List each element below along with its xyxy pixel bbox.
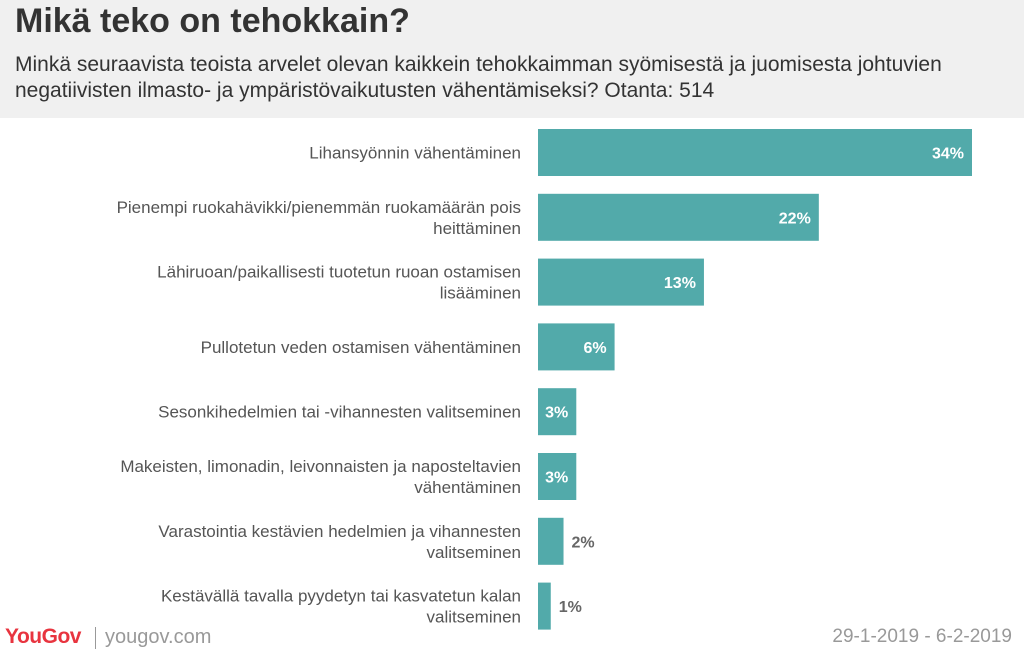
bar-group: 13% Lähiruoan/paikallisesti tuotetun ruoa… — [157, 258, 704, 306]
yougov-logo[interactable]: YouGov — [5, 625, 81, 648]
category-label: Lähiruoan/paikallisesti tuotetun ruoan o… — [157, 263, 521, 303]
footer-date-range: 29-1-2019 - 6-2-2019 — [832, 626, 1012, 647]
category-label-line: Lihansyönnin vähentäminen — [309, 144, 521, 163]
bar — [538, 129, 972, 176]
value-label: 3% — [545, 405, 568, 422]
value-label: 22% — [779, 210, 811, 227]
footer-divider — [95, 627, 96, 649]
bar — [538, 517, 564, 565]
category-label-line: vähentäminen — [414, 478, 521, 497]
category-label: Varastointia kestävien hedelmien ja viha… — [158, 522, 521, 562]
bar — [538, 388, 577, 436]
bar-group: 3% Sesonkihedelmien tai -vihannesten vali… — [158, 388, 577, 436]
category-label-line: Pullotetun veden ostamisen vähentäminen — [201, 338, 521, 357]
value-label: 1% — [559, 599, 582, 616]
bar — [538, 453, 577, 500]
category-label: Pullotetun veden ostamisen vähentäminen — [201, 338, 521, 357]
chart-subtitle: Minkä seuraavista teoista arvelet olevan… — [15, 53, 942, 102]
category-label: Makeisten, limonadin, leivonnaisten ja n… — [120, 457, 521, 497]
bar — [538, 258, 704, 306]
chart-title: Mikä teko on tehokkain? — [15, 2, 410, 40]
bar-group: 6% Pullotetun veden ostamisen vähentämine… — [201, 323, 615, 371]
category-label-line: Sesonkihedelmien tai -vihannesten valits… — [158, 403, 521, 422]
value-label: 34% — [932, 146, 964, 163]
category-label: Sesonkihedelmien tai -vihannesten valits… — [158, 403, 521, 422]
bar-group: 34% Lihansyönnin vähentäminen — [309, 129, 972, 176]
header: Mikä teko on tehokkain? Minkä seuraavist… — [0, 0, 1024, 118]
footer-url[interactable]: yougov.com — [105, 626, 212, 648]
category-label-line: heittäminen — [433, 219, 521, 238]
value-label: 2% — [572, 534, 595, 551]
bar — [538, 323, 615, 371]
category-label-line: lisääminen — [440, 284, 521, 303]
bar — [538, 582, 551, 630]
value-label: 3% — [545, 470, 568, 487]
category-label-line: Makeisten, limonadin, leivonnaisten ja n… — [120, 457, 521, 476]
category-label-line: valitseminen — [427, 608, 522, 627]
category-label: Pienempi ruokahävikki/pienemmän ruokamää… — [117, 198, 521, 238]
category-label-line: valitseminen — [427, 543, 522, 562]
category-label-line: Varastointia kestävien hedelmien ja viha… — [158, 522, 521, 541]
category-label: Kestävällä tavalla pyydetyn tai kasvatet… — [161, 587, 521, 627]
bar-group: 2% Varastointia kestävien hedelmien ja vi… — [158, 517, 595, 565]
bar-group: 22% Pienempi ruokahävikki/pienemmän ruoka… — [117, 193, 819, 241]
value-label: 13% — [664, 275, 696, 292]
category-label-line: Lähiruoan/paikallisesti tuotetun ruoan o… — [157, 263, 521, 282]
value-label: 6% — [583, 340, 606, 357]
category-label-line: Pienempi ruokahävikki/pienemmän ruokamää… — [117, 198, 521, 217]
bar-group: 3% Makeisten, limonadin, leivonnaisten ja… — [120, 453, 577, 500]
category-label-line: Kestävällä tavalla pyydetyn tai kasvatet… — [161, 587, 521, 606]
category-label: Lihansyönnin vähentäminen — [309, 144, 521, 163]
bar — [538, 193, 819, 241]
bar-group: 1% Kestävällä tavalla pyydetyn tai kasvat… — [161, 582, 582, 630]
